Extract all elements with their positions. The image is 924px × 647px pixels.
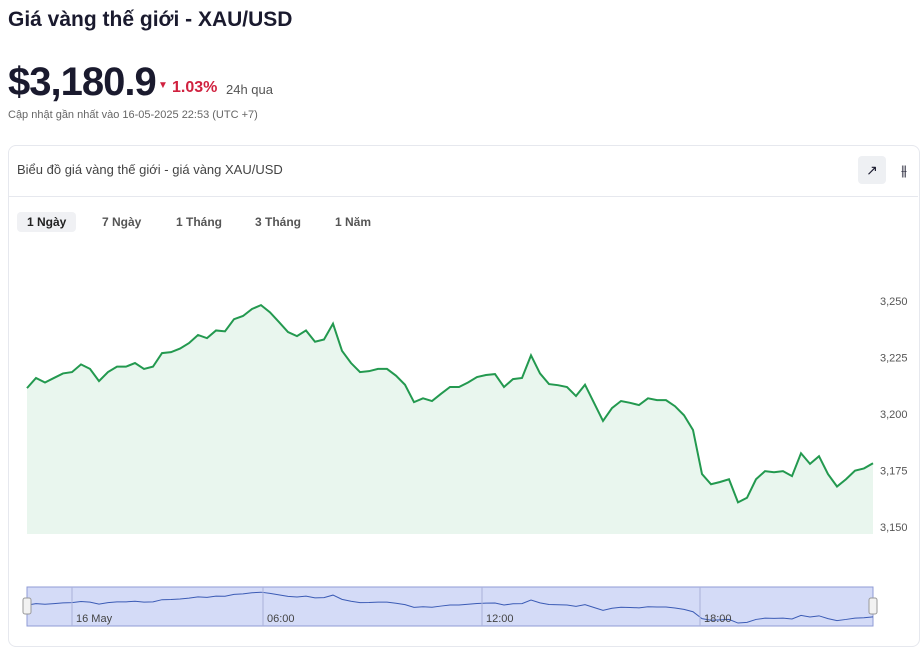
line-chart-button[interactable]: ↗: [858, 156, 886, 184]
range-tab[interactable]: 1 Năm: [335, 215, 372, 229]
navigator: [26, 586, 874, 627]
range-tab[interactable]: 1 Tháng: [176, 215, 223, 229]
y-tick-label: 3,175: [880, 466, 908, 478]
navigator-line: [26, 591, 874, 624]
updated: Cập nhật gần nhất vào 16-05-2025 22:53 (…: [8, 109, 258, 121]
y-tick-label: 3,250: [880, 296, 908, 308]
range-tab[interactable]: 3 Tháng: [255, 215, 302, 229]
price: $3,180.9: [8, 60, 157, 104]
navigator-label: 12:00: [486, 613, 514, 625]
area: [27, 305, 873, 534]
candle-chart-button[interactable]: ⫵: [900, 162, 908, 178]
page-title: Giá vàng thế giới - XAU/USD: [8, 8, 293, 31]
down-arrow: ▼: [158, 80, 168, 91]
period: 24h qua: [226, 82, 273, 97]
navigator-handle: [22, 597, 32, 615]
navigator-handle: [868, 597, 878, 615]
divider: [8, 196, 918, 197]
range-tab[interactable]: 1 Ngày: [17, 212, 77, 232]
range-tab[interactable]: 7 Ngày: [102, 215, 142, 229]
y-tick-label: 3,200: [880, 409, 908, 421]
y-tick-label: 3,150: [880, 522, 908, 534]
card-title: Biểu đồ giá vàng thế giới - giá vàng XAU…: [17, 162, 283, 177]
navigator-label: 06:00: [267, 613, 295, 625]
price-line: [26, 303, 874, 504]
navigator-label: 16 May: [76, 613, 113, 625]
change: 1.03%: [172, 79, 218, 96]
navigator-label: 18:00: [704, 613, 732, 625]
y-tick-label: 3,225: [880, 353, 908, 365]
